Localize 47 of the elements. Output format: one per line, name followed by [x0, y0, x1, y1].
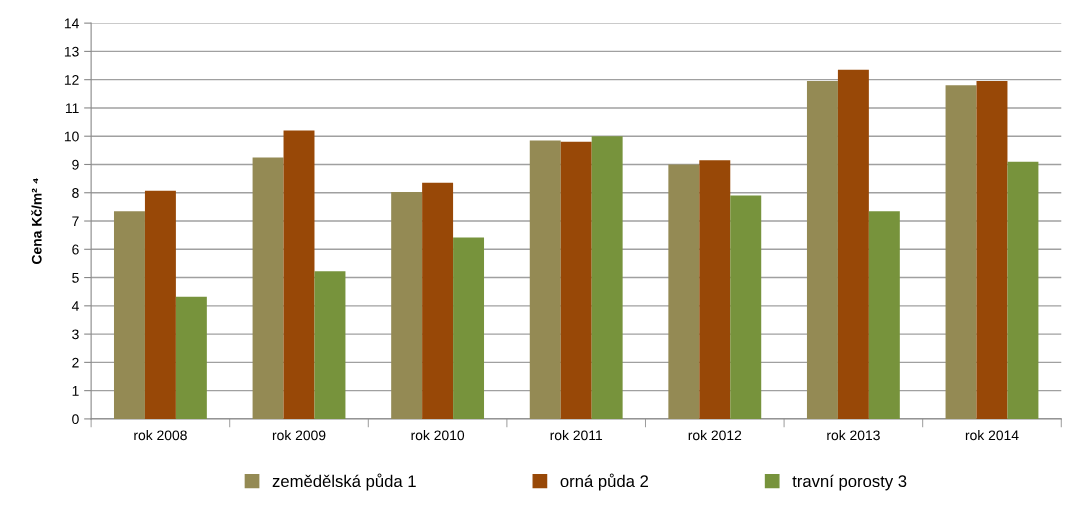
- x-tick-label: rok 2009: [272, 430, 326, 441]
- legend-label: travní porosty 3: [792, 474, 907, 491]
- bar: [560, 141, 592, 419]
- bar: [391, 191, 423, 419]
- x-tick-label: rok 2012: [688, 430, 742, 441]
- y-tick-label: 7: [72, 216, 79, 227]
- bar: [806, 81, 838, 419]
- bar: [422, 182, 454, 419]
- bar: [175, 296, 207, 419]
- y-tick-label: 8: [72, 188, 79, 198]
- y-tick-label: 0: [72, 414, 79, 425]
- bar: [976, 81, 1008, 419]
- x-tick-label: rok 2013: [827, 430, 880, 441]
- y-tick-label: 2: [72, 357, 79, 368]
- bar: [1007, 161, 1039, 419]
- y-tick-label: 1: [72, 386, 79, 396]
- y-tick-label: 6: [72, 244, 79, 255]
- y-tick-label: 12: [64, 75, 79, 85]
- bar: [591, 136, 623, 419]
- x-tick-label: rok 2010: [411, 430, 465, 441]
- y-tick-label: 9: [72, 159, 79, 170]
- bar: [314, 271, 346, 419]
- bar: [453, 237, 485, 419]
- legend-label: orná půda 2: [560, 473, 649, 491]
- bar: [868, 211, 900, 419]
- bar: [529, 140, 561, 419]
- bar: [699, 160, 731, 419]
- y-tick-label: 5: [72, 273, 79, 283]
- bar: [730, 195, 762, 419]
- y-tick-label: 14: [64, 18, 79, 29]
- bar: [668, 164, 700, 419]
- bar: [283, 130, 315, 419]
- x-tick-label: rok 2011: [550, 430, 603, 441]
- y-tick-label: 10: [64, 131, 79, 142]
- bar: [113, 211, 145, 419]
- x-tick-label: rok 2008: [134, 430, 187, 441]
- bar: [144, 190, 176, 419]
- x-tick-label: rok 2014: [965, 430, 1019, 441]
- y-tick-label: 13: [64, 46, 79, 57]
- bar: [945, 85, 977, 419]
- y-tick-label: 3: [72, 329, 79, 340]
- y-tick-label: 4: [71, 301, 79, 311]
- y-axis-title: Cena Kč/m² ⁴: [31, 178, 42, 265]
- y-tick-label: 11: [65, 103, 79, 113]
- legend-label: zemědělská půda 1: [272, 473, 416, 491]
- bar: [837, 69, 869, 419]
- bar: [252, 157, 284, 419]
